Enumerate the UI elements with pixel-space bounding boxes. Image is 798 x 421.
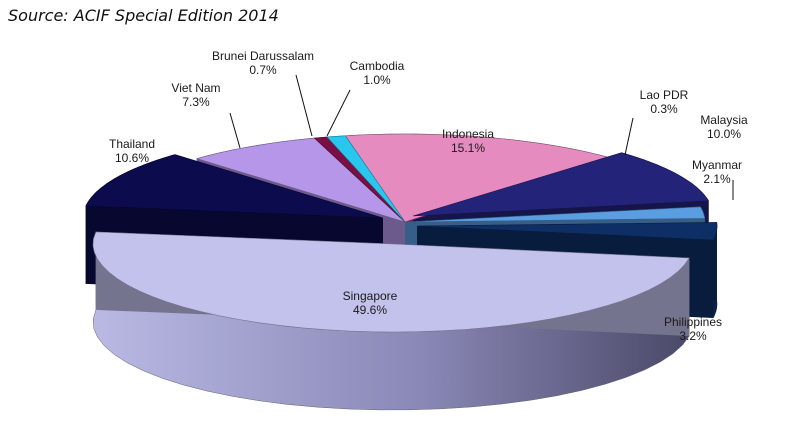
leader-cambodia xyxy=(326,89,351,137)
slice-brunei-darussalam xyxy=(313,136,406,223)
value-brunei-darussalam: 0.7% xyxy=(249,63,277,77)
slice-myanmar xyxy=(404,206,705,223)
value-indonesia: 15.1% xyxy=(451,141,485,155)
label-lao-pdr: Lao PDR xyxy=(640,88,689,102)
source-note: Source: ACIF Special Edition 2014 xyxy=(8,6,279,25)
value-malaysia: 10.0% xyxy=(707,127,741,141)
slice-philippines xyxy=(416,222,718,241)
label-thailand: Thailand xyxy=(109,137,155,151)
label-indonesia: Indonesia xyxy=(442,127,494,141)
slice-cambodia xyxy=(326,135,406,223)
leader-viet-nam xyxy=(229,112,241,149)
slice-thailand xyxy=(85,154,384,219)
label-viet-nam: Viet Nam xyxy=(171,81,220,95)
label-malaysia: Malaysia xyxy=(700,113,748,127)
slice-indonesia xyxy=(344,133,611,223)
value-singapore: 49.6% xyxy=(353,303,387,317)
value-philippines: 3.2% xyxy=(679,329,707,343)
label-cambodia: Cambodia xyxy=(350,59,405,73)
label-philippines: Philippines xyxy=(664,315,722,329)
label-singapore: Singapore xyxy=(343,289,398,303)
slice-singapore xyxy=(92,231,690,333)
value-thailand: 10.6% xyxy=(115,151,149,165)
value-myanmar: 2.1% xyxy=(703,172,731,186)
slice-malaysia xyxy=(412,152,710,217)
leader-brunei-darussalam xyxy=(295,74,313,137)
value-viet-nam: 7.3% xyxy=(182,95,210,109)
label-brunei-darussalam: Brunei Darussalam xyxy=(212,49,314,63)
value-lao-pdr: 0.3% xyxy=(650,102,678,116)
value-cambodia: 1.0% xyxy=(363,73,391,87)
label-myanmar: Myanmar xyxy=(692,158,742,172)
slice-viet-nam xyxy=(195,137,406,223)
leader-lao-pdr xyxy=(624,117,634,156)
